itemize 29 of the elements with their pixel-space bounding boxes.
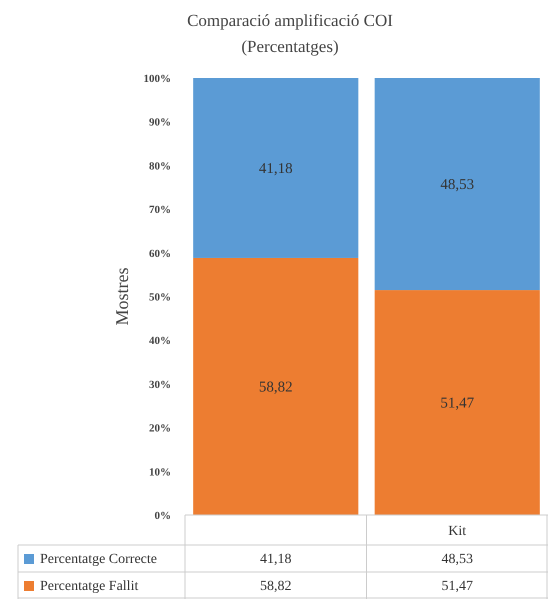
y-tick-label: 80% (149, 160, 171, 172)
data-label: 51,47 (442, 579, 473, 594)
y-tick-label: 30% (149, 378, 171, 391)
y-tick-label: 100% (144, 73, 171, 85)
legend-label: Percentatge Fallit (40, 579, 138, 594)
chart-title: Comparació amplificació COI (187, 11, 394, 30)
y-tick-label: 10% (149, 466, 171, 478)
y-tick-label: 0% (154, 510, 171, 522)
text: 58,82 (258, 379, 293, 396)
y-tick-label: 60% (149, 248, 171, 260)
text: 51,47 (440, 396, 474, 412)
data-label: 48,53 (442, 552, 473, 567)
data-label: 41,18 (260, 552, 292, 567)
y-tick-label: 90% (149, 116, 171, 129)
data-label: 58,82 (260, 579, 292, 594)
text: 41,18 (258, 160, 293, 177)
y-axis-title: Mostres (112, 268, 132, 326)
bar (374, 290, 540, 515)
chart-subtitle: (Percentatges) (241, 37, 339, 56)
text: 48,53 (440, 177, 474, 194)
legend-label: Percentatge Correcte (40, 552, 157, 567)
y-tick-label: 50% (149, 292, 171, 304)
y-tick-label: 40% (149, 335, 171, 348)
x-tick-label: Kit (448, 524, 466, 539)
y-tick-label: 70% (149, 204, 171, 216)
y-tick-label: 20% (149, 422, 171, 435)
bar (374, 78, 540, 290)
bar (193, 78, 358, 258)
bar (193, 258, 358, 515)
